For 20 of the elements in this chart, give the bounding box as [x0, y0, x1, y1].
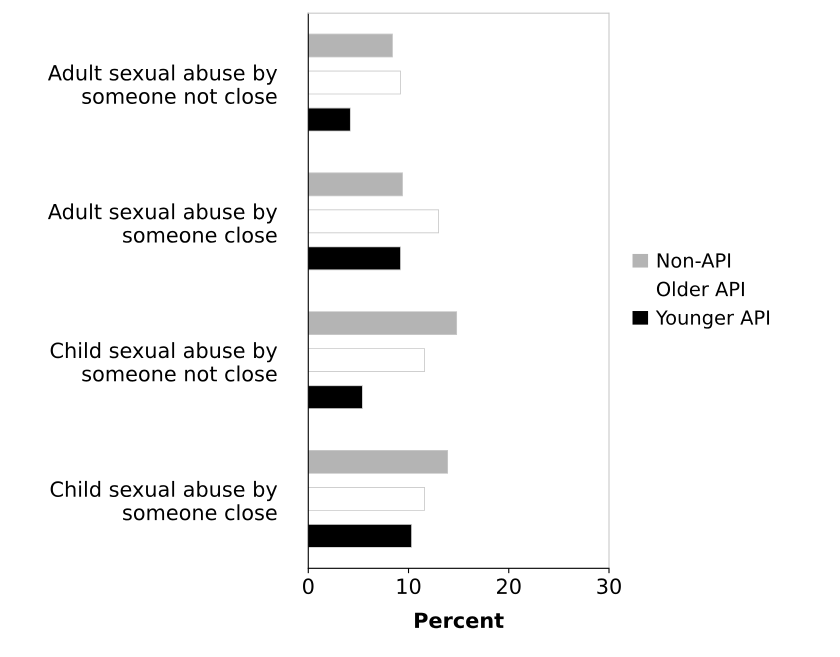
legend-label: Non-API [658, 253, 730, 268]
bar [308, 487, 425, 511]
x-axis-title: Percent [415, 612, 504, 628]
bar [308, 209, 440, 234]
x-tick-label: 30 [597, 578, 621, 594]
x-tick-label: 0 [303, 578, 314, 594]
bar [308, 172, 403, 196]
bar [308, 348, 425, 372]
bar [308, 34, 393, 58]
legend-label: Younger API [656, 310, 770, 329]
y-tick-label: Adult sexual abuse by someone not close [48, 64, 278, 104]
bar [308, 70, 401, 94]
y-tick-label: Child sexual abuse by someone not close [50, 342, 278, 382]
x-tick-label: 20 [497, 578, 521, 594]
bar [308, 311, 458, 335]
bar [308, 450, 448, 474]
x-tick-label: 10 [398, 578, 420, 594]
y-tick-label: Child sexual abuse by someone close [50, 480, 278, 520]
y-tick-label: Adult sexual abuse by someone close [48, 203, 278, 243]
text: Older API [656, 281, 744, 296]
